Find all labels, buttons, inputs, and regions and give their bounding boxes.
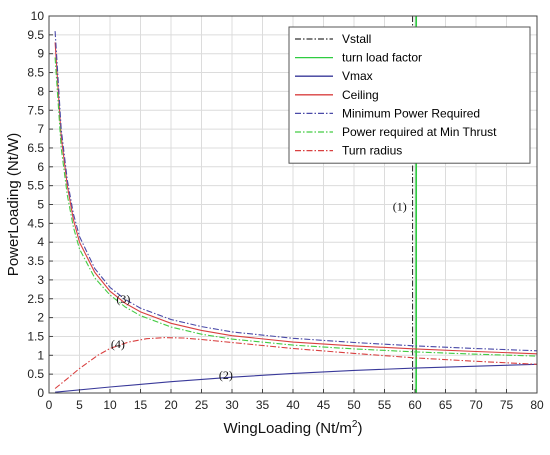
y-tick-label: 2.5 bbox=[27, 292, 44, 306]
legend: Vstall turn load factor Vmax Ceiling Minimum… bbox=[288, 26, 531, 164]
annotation-label: (2) bbox=[219, 368, 233, 382]
y-tick-label: 3.5 bbox=[27, 254, 44, 268]
x-tick-label: 35 bbox=[256, 398, 270, 412]
x-tick-label: 75 bbox=[500, 398, 514, 412]
y-tick-label: 5.5 bbox=[27, 179, 44, 193]
x-tick-label: 10 bbox=[103, 398, 117, 412]
annotation-label: (3) bbox=[116, 292, 130, 306]
x-tick-label: 50 bbox=[347, 398, 361, 412]
series-line-2 bbox=[55, 363, 538, 393]
series-line-3 bbox=[54, 42, 538, 355]
y-tick-label: 6.5 bbox=[27, 141, 44, 155]
legend-label: Power required at Min Thrust bbox=[342, 125, 497, 139]
x-tick-label: 25 bbox=[195, 398, 209, 412]
legend-label: turn load factor bbox=[342, 51, 422, 65]
x-tick-label: 40 bbox=[286, 398, 300, 412]
annotation-label: (1) bbox=[393, 199, 407, 213]
y-tick-label: 3 bbox=[37, 273, 44, 287]
y-tick-label: 1 bbox=[37, 348, 44, 362]
y-tick-label: 0 bbox=[37, 386, 44, 400]
x-tick-label: 30 bbox=[225, 398, 239, 412]
y-tick-label: 8.5 bbox=[27, 66, 44, 80]
ticks: 0 5 10 15 20 25 30 35 40 45 50 55 60 65 70 75 8000.511.5… bbox=[27, 9, 544, 412]
x-tick-label: 70 bbox=[469, 398, 483, 412]
legend-label: Turn radius bbox=[342, 144, 402, 158]
y-tick-label: 0.5 bbox=[27, 367, 44, 381]
y-tick-label: 1.5 bbox=[27, 329, 44, 343]
x-tick-label: 45 bbox=[317, 398, 331, 412]
y-tick-label: 2 bbox=[37, 311, 44, 325]
y-axis-label: PowerLoading (Nt/W) bbox=[5, 133, 22, 276]
legend-label: Minimum Power Required bbox=[342, 106, 480, 120]
y-tick-label: 10 bbox=[31, 9, 45, 23]
x-tick-label: 0 bbox=[46, 398, 53, 412]
y-tick-label: 6 bbox=[37, 160, 44, 174]
y-tick-label: 9 bbox=[37, 47, 44, 61]
x-tick-label: 20 bbox=[164, 398, 178, 412]
series-line-6 bbox=[54, 337, 538, 389]
y-tick-label: 7 bbox=[37, 122, 44, 136]
y-tick-label: 8 bbox=[37, 84, 44, 98]
legend-label: Vmax bbox=[342, 69, 373, 83]
x-tick-label: 5 bbox=[76, 398, 83, 412]
x-tick-label: 60 bbox=[408, 398, 422, 412]
x-tick-label: 15 bbox=[134, 398, 148, 412]
y-tick-label: 5 bbox=[37, 198, 44, 212]
y-tick-label: 4.5 bbox=[27, 216, 44, 230]
legend-label: Ceiling bbox=[342, 88, 379, 102]
x-tick-label: 65 bbox=[439, 398, 453, 412]
legend-label: Vstall bbox=[342, 32, 371, 46]
annotations: (1) (2) (3) (4) bbox=[111, 199, 407, 382]
annotation-label: (4) bbox=[111, 337, 125, 351]
x-tick-label: 55 bbox=[378, 398, 392, 412]
y-tick-label: 4 bbox=[37, 235, 44, 249]
y-tick-label: 7.5 bbox=[27, 103, 44, 117]
x-axis-label: WingLoading (Nt/m2) bbox=[224, 419, 363, 437]
series-line-4 bbox=[54, 31, 538, 352]
y-tick-label: 9.5 bbox=[27, 28, 44, 42]
x-tick-label: 80 bbox=[530, 398, 544, 412]
